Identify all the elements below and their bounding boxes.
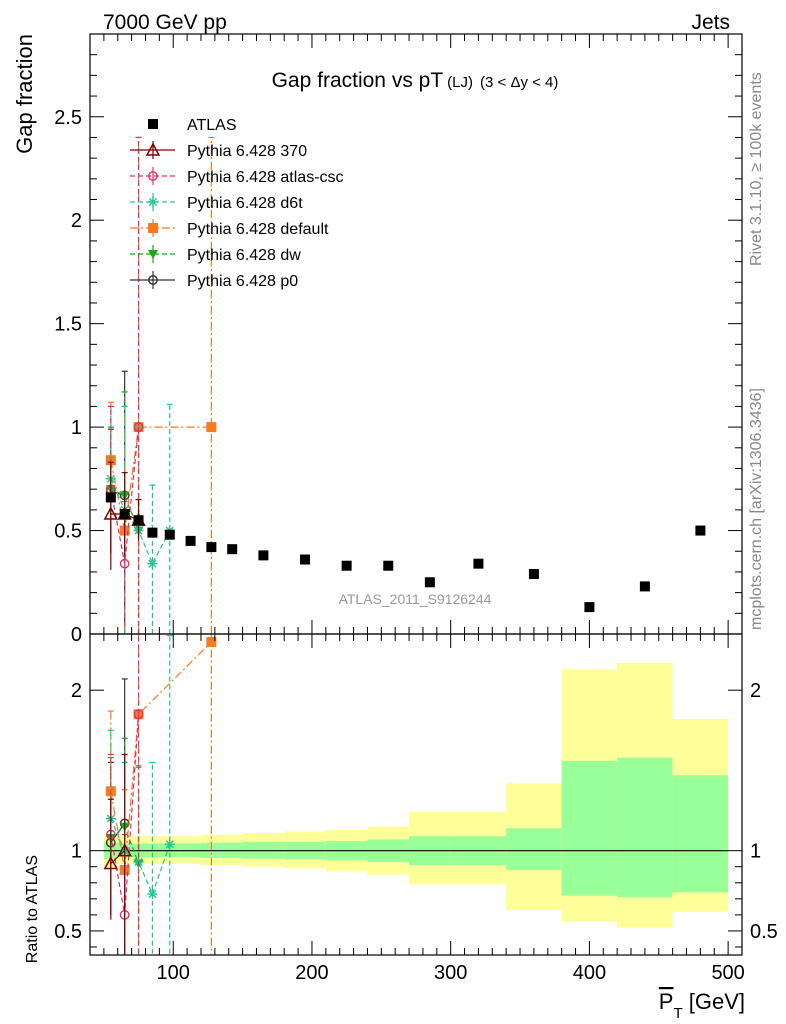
ratio-series-default: [105, 634, 217, 955]
ratio-ytick-label: 1: [71, 841, 82, 863]
point-atlas: [695, 525, 706, 536]
point-p370: [103, 506, 119, 520]
xlabel-symbol: P: [659, 989, 674, 1014]
main-ytick-label: 0.5: [54, 521, 82, 543]
ratio-ytick-label-right: 0.5: [750, 921, 778, 943]
legend-item-atlas: ATLAS: [148, 117, 237, 134]
legend-marker-default: [148, 223, 158, 233]
legend-label-d6t: Pythia 6.428 d6t: [187, 195, 303, 212]
point-d6t: [147, 558, 158, 569]
ratio-series-p370: [103, 753, 132, 955]
title-sub: (LJ): [447, 74, 473, 91]
ratio-xtick-label: 100: [157, 962, 190, 984]
ratio-xtick-label: 300: [434, 962, 467, 984]
legend-item-dw: Pythia 6.428 dw: [130, 245, 301, 264]
point-atlas: [639, 581, 650, 592]
ratio-panel: 0.5 0.5 1 1 2 2 100 200 300 400 500: [54, 633, 778, 984]
main-ytick-label: 1: [71, 417, 82, 439]
ratio-ytick-label-right: 1: [750, 841, 761, 863]
legend-marker-d6t: [148, 197, 158, 207]
main-series-atlas: [105, 492, 706, 613]
point-atlas: [206, 542, 217, 553]
point-atlas: [147, 527, 158, 538]
ratio-point-default: [206, 637, 217, 648]
point-atlas: [341, 560, 352, 571]
xlabel-unit: [GeV]: [683, 989, 745, 1014]
uncertainty-band-inner: [506, 828, 562, 870]
legend-marker-p370: [145, 142, 161, 156]
uncertainty-band-inner: [617, 757, 673, 898]
ratio-point-atlascsc: [133, 709, 144, 720]
point-atlascsc: [133, 422, 144, 433]
main-ytick-label: 2.5: [54, 107, 82, 129]
point-atlas: [258, 550, 269, 561]
header-right: Jets: [691, 11, 730, 34]
xlabel-subscript: T: [673, 1005, 682, 1022]
point-atlas: [133, 515, 144, 526]
legend-item-p370: Pythia 6.428 370: [130, 141, 307, 160]
point-atlas: [227, 544, 238, 555]
point-atlas: [105, 492, 116, 503]
ratio-ytick-label: 0.5: [54, 921, 82, 943]
main-series-p0: [105, 370, 130, 634]
ratio-ytick-label-right: 2: [750, 680, 761, 702]
legend-label-p0: Pythia 6.428 p0: [187, 273, 298, 290]
legend-label-dw: Pythia 6.428 dw: [187, 247, 301, 264]
legend-item-default: Pythia 6.428 default: [130, 219, 329, 238]
point-atlas: [473, 558, 484, 569]
legend-item-atlascsc: Pythia 6.428 atlas-csc: [130, 167, 344, 186]
legend-marker-atlas: [148, 119, 158, 129]
point-atlascsc: [119, 558, 130, 569]
point-atlas: [300, 554, 311, 565]
ratio-frame: [89, 633, 743, 956]
ratio-xtick-label: 400: [573, 962, 606, 984]
main-panel: 0.5 1 1.5 2 2.5 0: [54, 33, 743, 646]
uncertainty-band-inner: [561, 760, 618, 896]
legend-label-default: Pythia 6.428 default: [187, 221, 329, 238]
rivet-label: Rivet 3.1.10, ≥ 100k events: [748, 72, 765, 266]
header-left: 7000 GeV pp: [103, 11, 227, 34]
legend-label-p370: Pythia 6.428 370: [187, 143, 307, 160]
ratio-xlabel: PT [GeV]: [659, 989, 745, 1022]
main-title: Gap fraction vs pT (LJ) (3 < Δy < 4): [272, 69, 559, 92]
mcplots-label: mcplots.cern.ch [arXiv:1306.3436]: [748, 388, 765, 630]
point-atlas: [584, 602, 595, 613]
ratio-xtick-label: 200: [295, 962, 328, 984]
legend-marker-atlascsc: [148, 171, 158, 181]
ratio-point-p370: [103, 855, 119, 870]
legend-item-p0: Pythia 6.428 p0: [130, 271, 298, 290]
point-atlas: [185, 535, 196, 546]
ratio-point-d6t: [164, 839, 175, 850]
legend-label-atlas: ATLAS: [187, 117, 237, 134]
ratio-series-d6t: [105, 635, 175, 955]
main-ylabel: Gap fraction: [12, 34, 37, 154]
title-main: Gap fraction vs pT: [272, 69, 444, 92]
point-atlas: [383, 560, 394, 571]
ratio-point-d6t: [147, 889, 158, 900]
legend: ATLAS Pythia 6.428 370 Pythia 6.428 atlas-…: [130, 117, 344, 290]
analysis-watermark: ATLAS_2011_S9126244: [339, 591, 492, 607]
legend-item-d6t: Pythia 6.428 d6t: [130, 193, 303, 212]
point-atlas: [528, 569, 539, 579]
ratio-data: [103, 634, 729, 955]
point-atlas: [424, 577, 435, 588]
ratio-line-default: [110, 641, 212, 871]
ratio-point-p370: [117, 843, 132, 857]
legend-label-atlascsc: Pythia 6.428 atlas-csc: [187, 169, 344, 186]
ratio-ylabel: Ratio to ATLAS: [24, 855, 41, 963]
legend-marker-p0: [148, 275, 158, 285]
title-cond: (3 < Δy < 4): [480, 74, 558, 91]
legend-marker-dw: [148, 250, 158, 259]
main-ytick-label-zero: 0: [71, 624, 82, 646]
point-atlas: [164, 529, 175, 540]
point-atlas: [119, 509, 130, 519]
main-data: [103, 136, 706, 634]
ratio-xtick-label: 500: [711, 962, 744, 984]
ratio-ytick-label: 2: [71, 680, 82, 702]
point-default: [206, 422, 217, 433]
main-ytick-label: 2: [71, 210, 82, 232]
uncertainty-band-inner: [672, 775, 729, 893]
main-ytick-label: 1.5: [54, 314, 82, 336]
